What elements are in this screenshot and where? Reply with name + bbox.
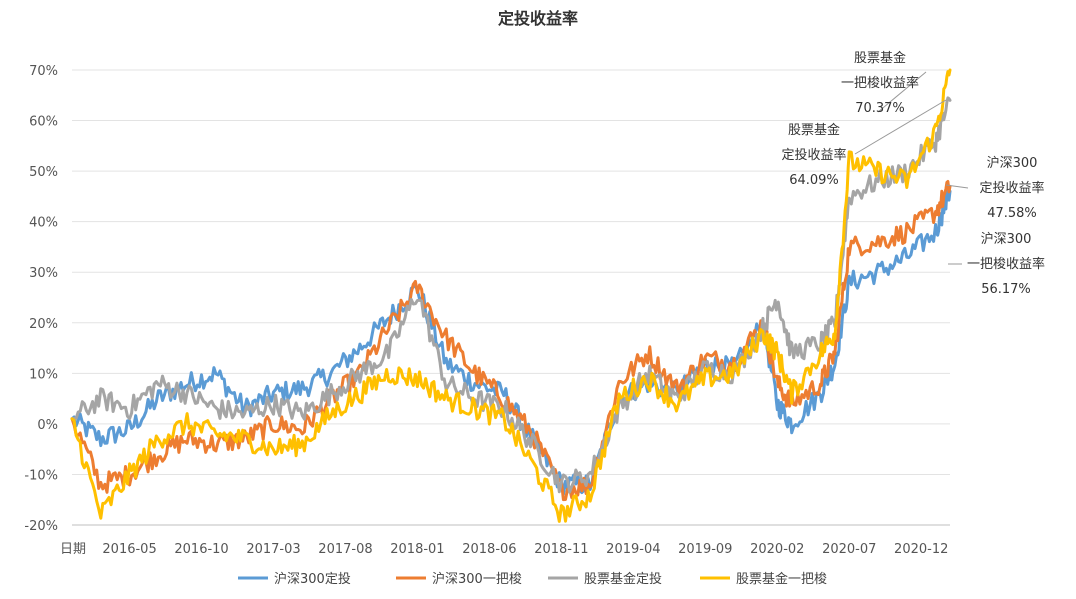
y-tick-label: -10% [24, 468, 58, 483]
y-tick-label: 70% [29, 64, 58, 79]
annotation-text: 沪深300 [987, 155, 1038, 171]
annotation-leader [854, 99, 947, 155]
legend-entry: 沪深300一把梭 [432, 571, 522, 587]
y-tick-label: -20% [24, 519, 58, 534]
legend-entry: 股票基金定投 [584, 571, 662, 587]
y-tick-label: 40% [29, 216, 58, 231]
legend-entry: 股票基金一把梭 [736, 571, 827, 587]
annotation-text: 沪深300 [981, 231, 1032, 247]
x-tick-label: 2020-12 [894, 542, 948, 557]
series-group [70, 68, 952, 523]
x-tick-label: 2016-10 [174, 542, 228, 557]
annotation-text: 一把梭收益率 [967, 256, 1045, 272]
annotation-text: 47.58% [987, 206, 1037, 221]
legend-entry: 沪深300定投 [274, 571, 351, 587]
series-line-2 [70, 180, 952, 502]
annotation-leader [945, 184, 969, 189]
y-tick-label: 30% [29, 266, 58, 281]
y-tick-label: 10% [29, 367, 58, 382]
annotation-text: 股票基金 [788, 122, 840, 138]
annotations: 股票基金一把梭收益率70.37%股票基金定投收益率64.09%沪深300定投收益… [781, 50, 1045, 297]
annotation-text: 一把梭收益率 [841, 75, 919, 91]
y-axis: -20% -10% 0% 10% 20% 30% 40% 50% 60% 70% [24, 64, 58, 534]
annotation-text: 56.17% [981, 282, 1031, 297]
x-tick-label: 2018-01 [390, 542, 444, 557]
annotation-text: 70.37% [855, 101, 905, 116]
series-line-4 [70, 68, 952, 523]
chart-title: 定投收益率 [497, 9, 578, 28]
x-tick-label: 2020-02 [750, 542, 804, 557]
annotation-leader [877, 71, 927, 113]
x-tick-label: 2017-03 [246, 542, 300, 557]
x-tick-label: 2019-04 [606, 542, 660, 557]
x-tick-label: 2019-09 [678, 542, 732, 557]
series-line-1 [70, 188, 952, 497]
x-tick-label: 2018-11 [534, 542, 588, 557]
x-tick-label: 2018-06 [462, 542, 516, 557]
legend: 沪深300定投 沪深300一把梭 股票基金定投 股票基金一把梭 [238, 571, 827, 587]
x-tick-label: 2020-07 [822, 542, 876, 557]
annotation-text: 定投收益率 [979, 180, 1044, 196]
annotation-text: 64.09% [789, 173, 839, 188]
x-axis: 2016-05 2016-10 2017-03 2017-08 2018-01 2018-… [102, 542, 948, 557]
y-tick-label: 20% [29, 317, 58, 332]
gridlines [72, 69, 950, 526]
annotation-text: 定投收益率 [781, 147, 846, 163]
x-tick-label: 2016-05 [102, 542, 156, 557]
x-axis-label: 日期 [60, 542, 86, 557]
y-tick-label: 60% [29, 115, 58, 130]
y-tick-label: 0% [37, 418, 58, 433]
x-tick-label: 2017-08 [318, 542, 372, 557]
annotation-text: 股票基金 [854, 50, 906, 66]
y-tick-label: 50% [29, 165, 58, 180]
